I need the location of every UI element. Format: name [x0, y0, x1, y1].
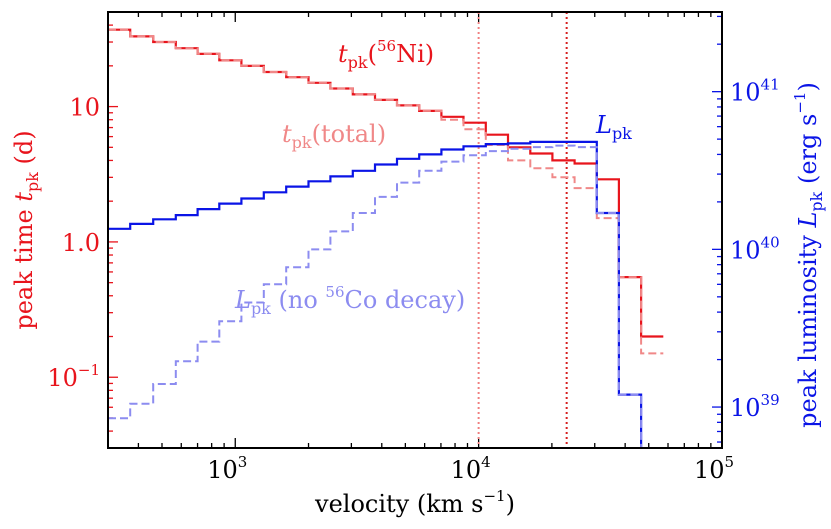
- x-tick-label: 105: [694, 453, 734, 484]
- right-tick-label: 1041: [730, 76, 780, 107]
- annotation-l-pk: Lpk: [595, 111, 632, 143]
- y-axis-label-left: peak time tpk (d): [10, 130, 42, 329]
- annotation-t-pk-total: tpk(total): [282, 120, 386, 152]
- x-axis-label: velocity (km s−1): [314, 487, 515, 518]
- series-line-l-pk-no-56co-decay-: [108, 144, 643, 448]
- x-tick-label: 104: [451, 453, 491, 484]
- tick-label-layer: 103 104 105 10−1 1.0 10 1039 1040 1041: [47, 76, 779, 484]
- right-tick-label: 1039: [730, 391, 780, 422]
- series-line-t-pk-total-: [108, 28, 664, 355]
- tick-layer: [107, 11, 723, 449]
- series-line-l-pk: [108, 140, 643, 448]
- y-axis-label-right: peak luminosity Lpk (erg s−1): [791, 82, 826, 428]
- left-tick-label: 10−1: [47, 361, 100, 392]
- right-tick-label: 1040: [730, 233, 780, 264]
- left-tick-label: 10: [69, 94, 100, 122]
- reference-lines: [477, 12, 568, 448]
- annotation-t-pk-ni: tpk(56Ni): [338, 37, 434, 72]
- x-tick-label: 103: [207, 453, 247, 484]
- left-tick-label: 1.0: [62, 229, 100, 257]
- plot-frame: [107, 11, 723, 449]
- annotation-l-pk-no-co: Lpk (no 56Co decay): [234, 283, 465, 318]
- series-layer: [108, 28, 664, 448]
